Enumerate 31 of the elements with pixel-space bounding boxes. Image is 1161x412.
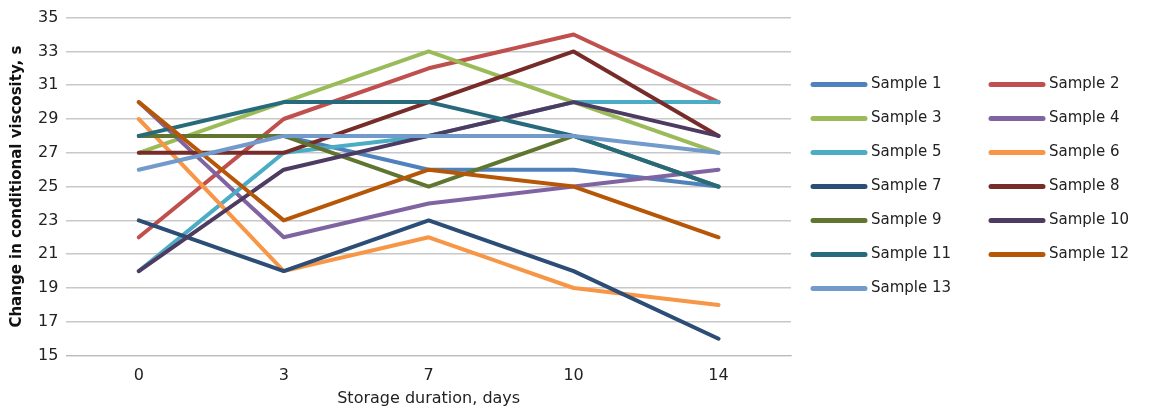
y-tick-label: 25 xyxy=(38,175,59,195)
legend-label: Sample 10 xyxy=(1049,210,1130,229)
legend-label: Sample 3 xyxy=(871,108,942,127)
legend-label: Sample 1 xyxy=(871,74,942,93)
y-axis-title: Change in conditional viscosity, s xyxy=(6,45,25,328)
y-tick-label: 17 xyxy=(38,310,59,330)
x-tick-label: 3 xyxy=(278,365,289,385)
y-tick-label: 35 xyxy=(38,6,59,26)
legend-label: Sample 13 xyxy=(871,278,952,297)
x-tick-label: 7 xyxy=(423,365,434,385)
y-tick-label: 19 xyxy=(38,277,59,297)
legend-label: Sample 7 xyxy=(871,176,942,195)
y-tick-label: 15 xyxy=(38,344,59,364)
legend-label: Sample 2 xyxy=(1049,74,1120,93)
legend-label: Sample 8 xyxy=(1049,176,1120,195)
x-tick-label: 10 xyxy=(563,365,584,385)
legend-label: Sample 4 xyxy=(1049,108,1120,127)
x-tick-label: 14 xyxy=(708,365,729,385)
y-tick-label: 21 xyxy=(38,243,59,263)
y-tick-label: 31 xyxy=(38,74,59,94)
legend-label: Sample 12 xyxy=(1049,244,1130,263)
y-tick-label: 27 xyxy=(38,141,59,161)
legend-label: Sample 11 xyxy=(871,244,952,263)
y-tick-label: 29 xyxy=(38,108,59,128)
x-axis-title: Storage duration, days xyxy=(337,387,521,407)
legend-label: Sample 5 xyxy=(871,142,942,161)
legend-label: Sample 9 xyxy=(871,210,942,229)
y-tick-label: 33 xyxy=(38,40,59,60)
legend-label: Sample 6 xyxy=(1049,142,1120,161)
y-tick-label: 23 xyxy=(38,209,59,229)
x-tick-label: 0 xyxy=(133,365,144,385)
